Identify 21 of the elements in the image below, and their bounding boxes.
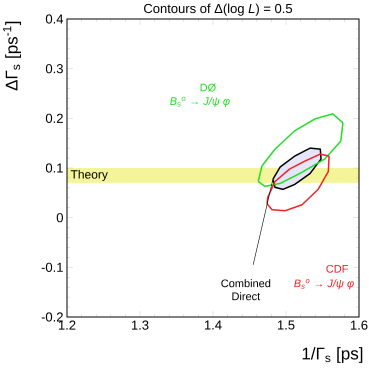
x-tick-label: 1.6 (350, 320, 368, 330)
annotation: B$_{s}$$^{o}$ → J/ψ φ (170, 96, 230, 108)
y-tick-label: 0.2 (46, 114, 63, 123)
y-tick-label: -0.2 (42, 312, 63, 322)
y-axis-title: ΔΓ$_{s}$ [ps$^{-1}$] (3, 22, 21, 90)
annotation: B$_{s}$$^{o}$ → J/ψ φ (294, 279, 354, 290)
y-tick-label: -0.1 (42, 262, 63, 272)
x-axis-title: 1/Γ$_{s}$ [ps] (302, 347, 362, 363)
y-tick-label: 0 (56, 213, 63, 222)
y-tick-label: 0.1 (46, 163, 63, 173)
y-tick-label: 0.4 (46, 14, 64, 24)
text: DØ (200, 83, 216, 92)
y-tick-label: 0.3 (46, 64, 63, 74)
x-tick-label: 1.4 (204, 320, 222, 330)
chart-title: Contours of Δ(log L) = 0.5 (144, 4, 292, 16)
band-label: Theory (70, 170, 108, 182)
x-tick-label: 1.5 (278, 320, 294, 330)
text: Combined Direct (221, 279, 270, 300)
x-tick-label: 1.3 (132, 320, 148, 330)
text: CDF (326, 264, 348, 273)
x-tick-label: 1.2 (58, 320, 76, 330)
